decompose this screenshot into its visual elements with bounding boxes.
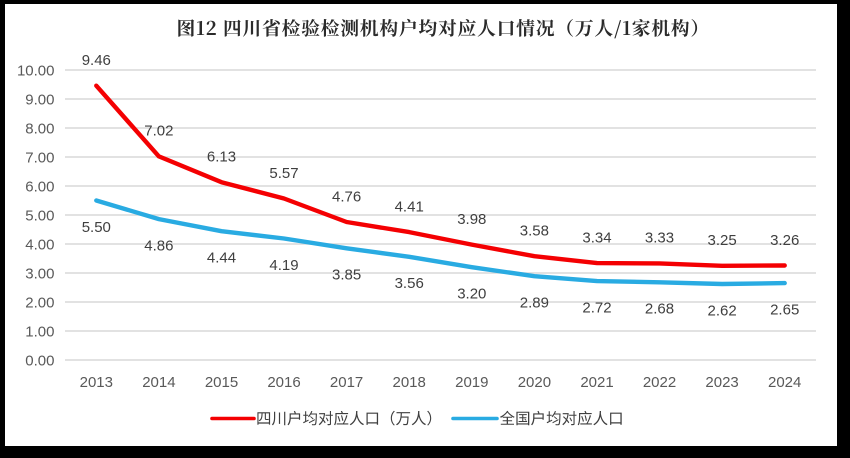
svg-text:5.57: 5.57: [269, 165, 298, 182]
svg-text:3.56: 3.56: [395, 275, 424, 292]
svg-text:2021: 2021: [580, 374, 613, 391]
svg-text:3.33: 3.33: [645, 230, 674, 247]
svg-text:2024: 2024: [768, 374, 801, 391]
svg-text:3.85: 3.85: [332, 267, 361, 284]
svg-text:4.41: 4.41: [395, 198, 424, 215]
svg-text:3.98: 3.98: [457, 211, 486, 228]
svg-text:2015: 2015: [205, 374, 238, 391]
svg-text:7.02: 7.02: [144, 123, 173, 140]
svg-text:4.00: 4.00: [25, 236, 54, 253]
svg-text:7.00: 7.00: [25, 149, 54, 166]
svg-text:2013: 2013: [80, 374, 113, 391]
svg-text:2.65: 2.65: [770, 301, 799, 318]
svg-text:4.19: 4.19: [269, 257, 298, 274]
svg-text:0.00: 0.00: [25, 352, 54, 369]
svg-text:2.89: 2.89: [520, 295, 549, 312]
svg-text:4.86: 4.86: [144, 237, 173, 254]
svg-text:2017: 2017: [330, 374, 363, 391]
svg-text:5.50: 5.50: [82, 219, 111, 236]
svg-text:2019: 2019: [455, 374, 488, 391]
svg-text:4.76: 4.76: [332, 188, 361, 205]
svg-text:2023: 2023: [705, 374, 738, 391]
svg-text:3.34: 3.34: [582, 229, 611, 246]
svg-text:2022: 2022: [643, 374, 676, 391]
svg-text:2014: 2014: [142, 374, 175, 391]
svg-text:2018: 2018: [393, 374, 426, 391]
svg-text:4.44: 4.44: [207, 250, 236, 267]
svg-text:2.72: 2.72: [582, 299, 611, 316]
svg-text:6.00: 6.00: [25, 178, 54, 195]
svg-text:5.00: 5.00: [25, 207, 54, 224]
svg-text:2016: 2016: [267, 374, 300, 391]
svg-text:3.26: 3.26: [770, 232, 799, 249]
svg-text:9.00: 9.00: [25, 91, 54, 108]
svg-text:2.00: 2.00: [25, 294, 54, 311]
svg-text:2020: 2020: [518, 374, 551, 391]
svg-text:10.00: 10.00: [17, 62, 55, 79]
svg-text:2.68: 2.68: [645, 301, 674, 318]
svg-text:6.13: 6.13: [207, 149, 236, 166]
svg-text:1.00: 1.00: [25, 323, 54, 340]
svg-text:3.25: 3.25: [707, 232, 736, 249]
svg-text:3.00: 3.00: [25, 265, 54, 282]
svg-text:8.00: 8.00: [25, 120, 54, 137]
svg-text:2.62: 2.62: [707, 302, 736, 319]
svg-text:3.20: 3.20: [457, 286, 486, 303]
svg-text:3.58: 3.58: [520, 223, 549, 240]
svg-text:9.46: 9.46: [82, 52, 111, 69]
